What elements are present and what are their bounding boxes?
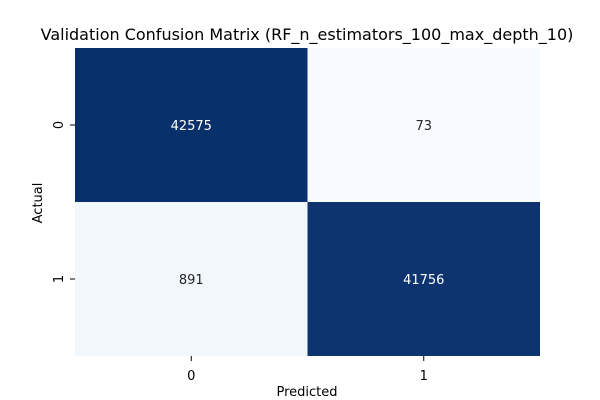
y-tick-label: 0 bbox=[52, 121, 67, 129]
cell-labels: 42575 73 891 41756 bbox=[171, 119, 445, 288]
cell-value-label-1-0: 891 bbox=[179, 273, 204, 288]
x-tick-label: 0 bbox=[187, 369, 195, 384]
y-axis-ticks: 01 bbox=[52, 121, 75, 283]
heatmap-cell-0-1 bbox=[307, 48, 540, 202]
x-tick-label: 1 bbox=[420, 369, 428, 384]
chart-title: Validation Confusion Matrix (RF_n_estima… bbox=[41, 25, 574, 45]
heatmap-cell-1-0 bbox=[75, 202, 308, 356]
heatmap-cells bbox=[75, 48, 540, 356]
cell-value-label-0-0: 42575 bbox=[171, 119, 212, 134]
heatmap-cell-1-1 bbox=[307, 202, 540, 356]
cell-value-label-1-1: 41756 bbox=[403, 273, 444, 288]
y-axis-label: Actual bbox=[31, 183, 46, 224]
y-tick-label: 1 bbox=[52, 275, 67, 283]
heatmap-cell-0-0 bbox=[75, 48, 308, 202]
cell-value-label-0-1: 73 bbox=[415, 119, 432, 134]
x-axis-label: Predicted bbox=[276, 385, 337, 400]
